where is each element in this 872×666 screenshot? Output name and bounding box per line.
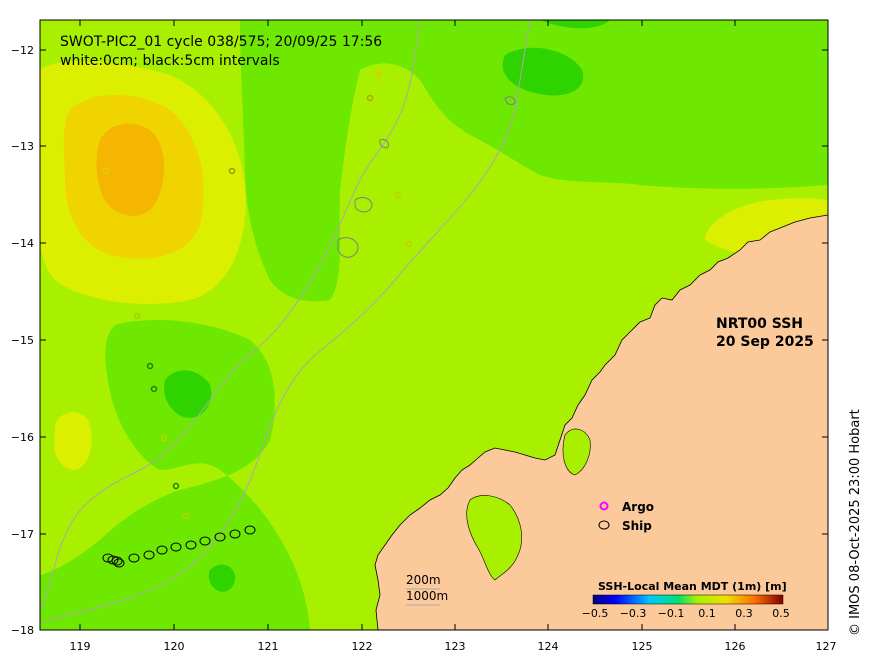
plot-frame	[39, 19, 829, 631]
ship-marker	[111, 556, 123, 566]
map-title: SWOT-PIC2_01 cycle 038/575; 20/09/25 17:…	[60, 34, 382, 50]
dark-green-blob-top	[540, 20, 610, 29]
ship-marker	[185, 540, 197, 550]
lon-tick-labels: 119 120 121 122 123 124 125 126 127	[70, 640, 837, 653]
ship-marker	[229, 529, 241, 539]
orange-core-northwest	[96, 123, 165, 216]
argo-marker	[160, 434, 168, 442]
scale-1000m-label: 1000m	[406, 589, 448, 603]
ship-marker	[156, 545, 168, 555]
argo-legend-icon	[599, 501, 609, 511]
dark-green-blob-north	[502, 47, 584, 96]
bay-inlet-2	[562, 428, 591, 476]
island-2	[337, 237, 359, 258]
lat-tick-labels: −12 −13 −14 −15 −16 −17 −18	[11, 44, 34, 637]
lon-tick-label: 124	[538, 640, 559, 653]
colorbar-tick: 0.3	[735, 607, 753, 620]
bay-inlet-1	[466, 495, 523, 581]
colorbar-title: SSH-Local Mean MDT (1m) [m]	[598, 580, 787, 593]
argo-markers	[102, 70, 413, 520]
colorbar-ticks: −0.5 −0.3 −0.1 0.1 0.3 0.5	[582, 607, 790, 620]
argo-marker	[182, 512, 190, 520]
marker-legend: Argo Ship	[598, 500, 654, 533]
colorbar-tick: −0.3	[620, 607, 647, 620]
lon-axis	[79, 20, 829, 630]
island-3	[504, 96, 516, 106]
green-region-southwest	[40, 320, 310, 630]
ship-marker	[170, 542, 182, 552]
argo-marker	[374, 70, 382, 78]
argo-marker	[150, 385, 158, 393]
colorbar-tick: −0.1	[658, 607, 685, 620]
lon-tick-label: 119	[70, 640, 91, 653]
reef-islands	[337, 96, 516, 258]
lon-tick-label: 121	[258, 640, 279, 653]
contour-1000m	[39, 19, 531, 623]
lon-tick-label: 127	[816, 640, 837, 653]
dark-green-blob-south	[208, 564, 236, 592]
lat-tick-label: −18	[11, 624, 34, 637]
colorbar-tick: 0.1	[698, 607, 716, 620]
lat-axis	[40, 49, 828, 535]
yellow-patch-west	[54, 412, 92, 470]
lat-tick-label: −15	[11, 334, 34, 347]
argo-marker	[146, 362, 154, 370]
ship-track	[102, 525, 256, 568]
ship-marker	[143, 550, 155, 560]
colorbar	[592, 594, 784, 605]
lon-tick-label: 126	[725, 640, 746, 653]
argo-marker	[405, 240, 413, 248]
argo-marker	[102, 167, 110, 175]
ship-marker	[214, 532, 226, 542]
scale-200m-label: 200m	[406, 573, 441, 587]
argo-legend-label: Argo	[622, 500, 654, 514]
lon-tick-label: 120	[164, 640, 185, 653]
lat-tick-label: −12	[11, 44, 34, 57]
lon-tick-label: 122	[352, 640, 373, 653]
argo-marker	[228, 167, 236, 175]
lat-tick-label: −14	[11, 237, 34, 250]
ship-marker	[199, 536, 211, 546]
ship-marker	[128, 553, 140, 563]
contour-200m	[39, 19, 421, 611]
product-date: 20 Sep 2025	[716, 334, 814, 350]
lat-tick-label: −17	[11, 528, 34, 541]
island-4	[379, 139, 389, 149]
ssh-field	[40, 20, 828, 630]
argo-marker	[172, 482, 180, 490]
ship-marker	[244, 525, 256, 535]
argo-marker	[133, 312, 141, 320]
bathymetry-contours	[39, 19, 531, 623]
argo-marker	[366, 94, 374, 102]
colorbar-tick: −0.5	[582, 607, 609, 620]
lat-tick-label: −16	[11, 431, 34, 444]
ship-marker	[113, 558, 125, 568]
lon-tick-label: 125	[632, 640, 653, 653]
lon-tick-label: 123	[445, 640, 466, 653]
map-subtitle: white:0cm; black:5cm intervals	[60, 53, 280, 69]
island-1	[354, 197, 373, 213]
colorbar-tick: 0.5	[772, 607, 790, 620]
ship-legend-icon	[598, 520, 610, 530]
green-region-north	[240, 20, 828, 302]
argo-marker	[394, 191, 402, 199]
ship-legend-label: Ship	[622, 519, 652, 533]
lat-tick-label: −13	[11, 140, 34, 153]
imos-credit: © IMOS 08-Oct-2025 23:00 Hobart	[848, 409, 863, 636]
product-name: NRT00 SSH	[716, 316, 803, 332]
dark-green-blob-west	[164, 370, 212, 418]
